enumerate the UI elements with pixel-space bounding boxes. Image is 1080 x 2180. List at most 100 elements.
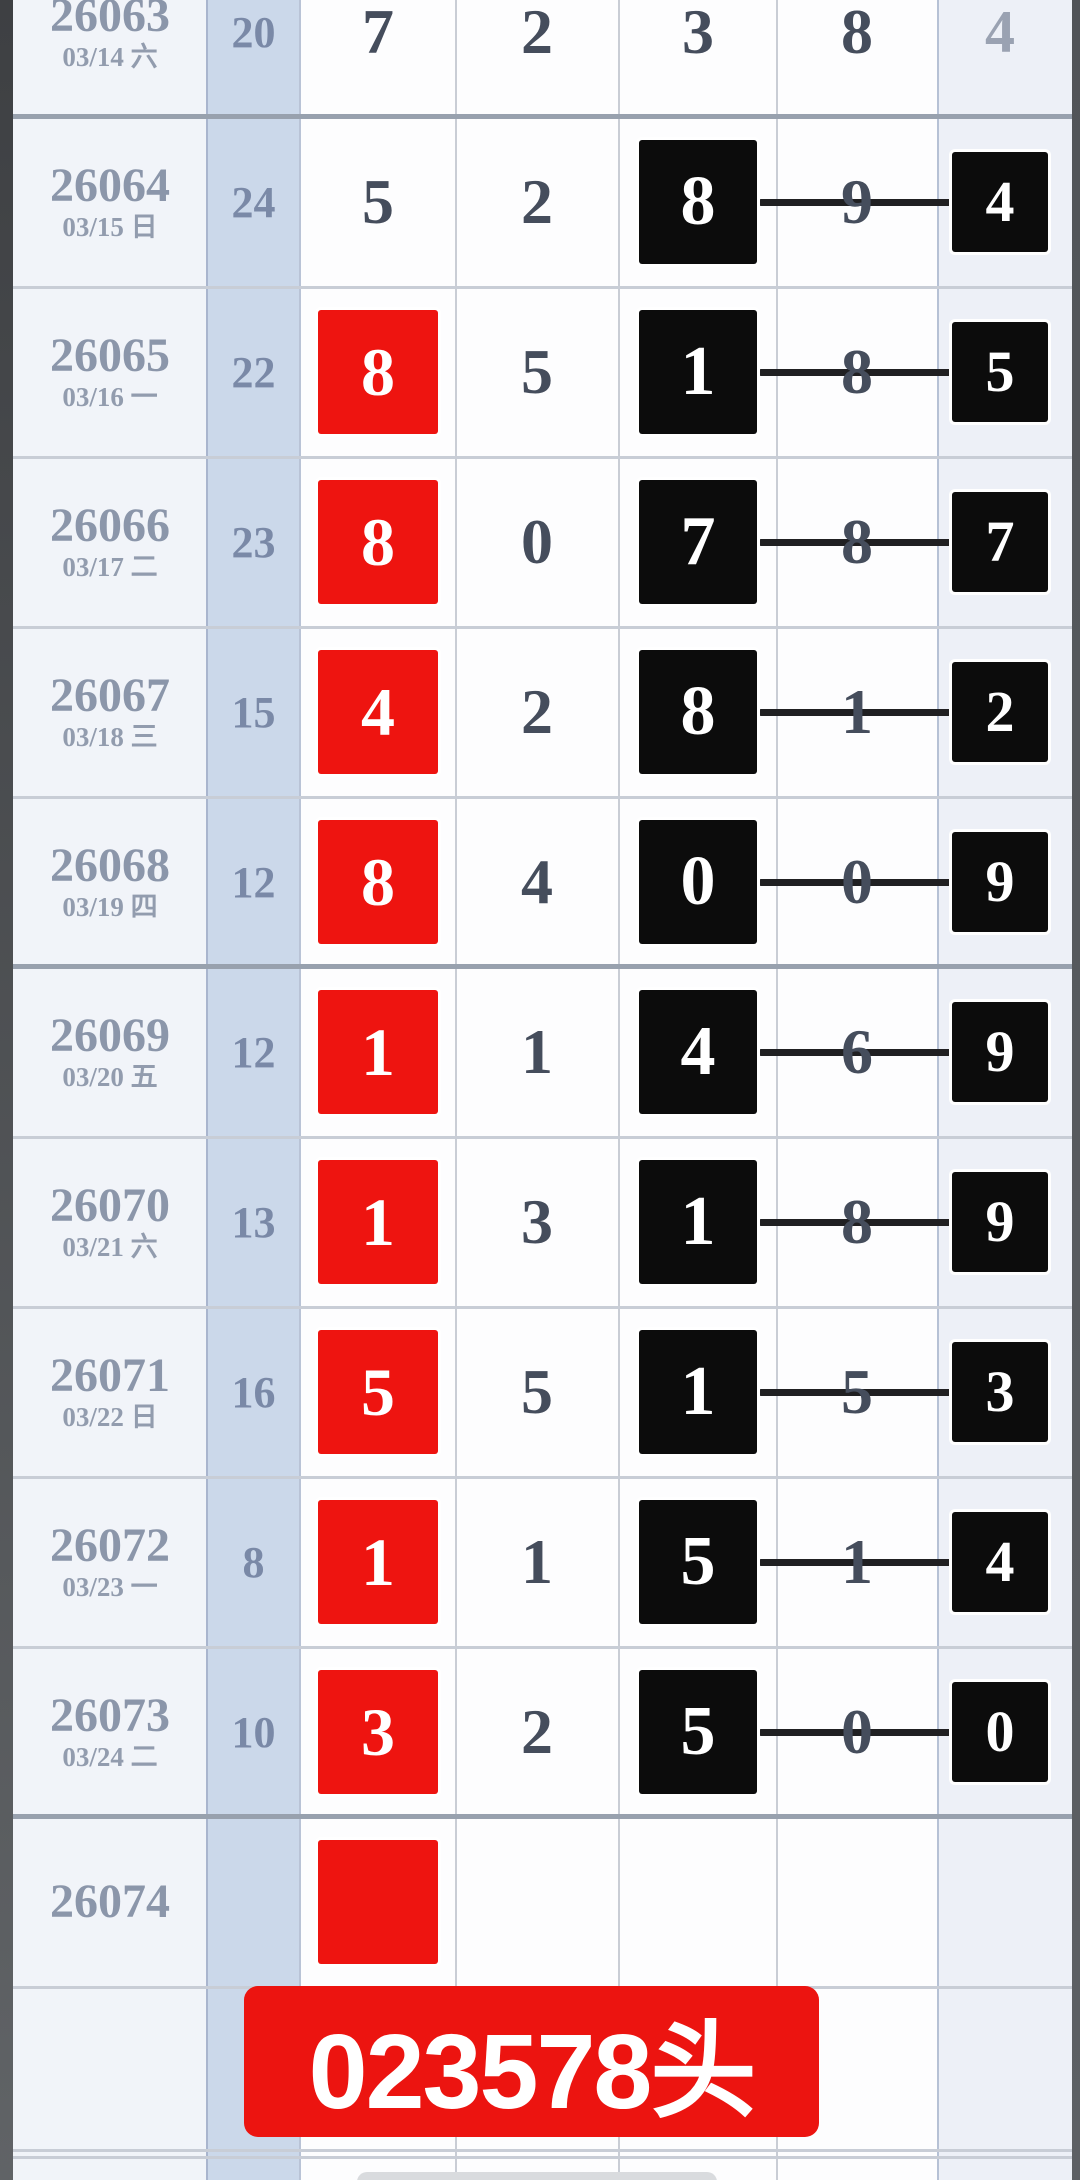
- digit: 3: [682, 0, 714, 67]
- red-square: 4: [318, 650, 438, 774]
- grid-hline: [13, 1136, 1072, 1139]
- grid-hline: [13, 456, 1072, 459]
- digit-cell: 3: [920, 1307, 1080, 1477]
- strike-digit: 8: [841, 1186, 873, 1257]
- black-square: 5: [639, 1670, 757, 1794]
- strike-line: [758, 1388, 956, 1396]
- digit-cell: 5: [920, 287, 1080, 457]
- period-number: 26064: [50, 159, 170, 213]
- black-square: 1: [639, 1160, 757, 1284]
- digit-cell: 1: [298, 1137, 458, 1307]
- digit: 7: [362, 0, 394, 67]
- digit-cell: 5: [618, 1647, 778, 1817]
- digit: 5: [521, 336, 553, 407]
- period-cell: 26070 03/21 六: [13, 1137, 207, 1307]
- digit-cell: 2: [457, 627, 617, 797]
- period-number: 26068: [50, 839, 170, 893]
- strike-line: [758, 368, 956, 376]
- black-square: 5: [639, 1500, 757, 1624]
- strike-digit: 5: [841, 1356, 873, 1427]
- digit-cell: 4: [298, 627, 458, 797]
- digit-cell: 8: [777, 287, 937, 457]
- digit-cell: 1: [618, 1137, 778, 1307]
- digit-cell: 7: [618, 457, 778, 627]
- grid-hline: [13, 626, 1072, 629]
- red-square: 3: [318, 1670, 438, 1794]
- digit-cell: 8: [777, 1137, 937, 1307]
- period-number: 26070: [50, 1179, 170, 1233]
- miss-count-cell: 24: [231, 177, 276, 227]
- black-square: 9: [952, 1002, 1048, 1102]
- period-date: 03/20 五: [62, 1061, 158, 1092]
- strike-digit: 8: [841, 336, 873, 407]
- digit: 4: [985, 0, 1015, 65]
- miss-count-cell: 8: [242, 1537, 265, 1587]
- digit-cell: 2: [457, 117, 617, 287]
- black-square: 9: [952, 832, 1048, 932]
- period-number: 26065: [50, 329, 170, 383]
- red-square: 8: [318, 820, 438, 944]
- black-square: 0: [952, 1682, 1048, 1782]
- digit-cell: 7: [920, 457, 1080, 627]
- strike-line: [758, 1218, 956, 1226]
- strike-line: [758, 1728, 956, 1736]
- red-square: 1: [318, 990, 438, 1114]
- grid-hline: [13, 1646, 1072, 1649]
- digit-cell: 0: [777, 1647, 937, 1817]
- digit: 3: [521, 1186, 553, 1257]
- grid-hline: [13, 2149, 1072, 2152]
- digit-cell: 3: [298, 1647, 458, 1817]
- prediction-banner: 023578头: [244, 1986, 819, 2137]
- digit: 1: [521, 1526, 553, 1597]
- period-date: 03/23 一: [62, 1571, 158, 1602]
- strike-digit: 6: [841, 1016, 873, 1087]
- black-square: 4: [952, 1512, 1048, 1612]
- digit-cell: 1: [777, 1477, 937, 1647]
- digit-cell: 8: [777, 0, 937, 117]
- black-square: 8: [639, 650, 757, 774]
- digit: 2: [521, 0, 553, 67]
- period-date: 03/14 六: [62, 41, 158, 72]
- red-square: 1: [318, 1160, 438, 1284]
- miss-count-cell: 12: [231, 1027, 276, 1077]
- digit: 0: [521, 506, 553, 577]
- grid-vline: [937, 0, 939, 2180]
- digit-cell: 8: [298, 457, 458, 627]
- black-square: 7: [952, 492, 1048, 592]
- grid-hline: [13, 1814, 1072, 1819]
- digit-cell: 8: [618, 627, 778, 797]
- strike-digit: 8: [841, 506, 873, 577]
- strike-line: [758, 198, 956, 206]
- digit-cell: 1: [457, 967, 617, 1137]
- period-date: 03/21 六: [62, 1231, 158, 1262]
- digit-cell: 9: [920, 967, 1080, 1137]
- digit: 4: [521, 846, 553, 917]
- grid-hline: [13, 964, 1072, 969]
- digit-cell: 1: [457, 1477, 617, 1647]
- digit-cell: 5: [457, 1307, 617, 1477]
- period-number: 26066: [50, 499, 170, 553]
- digit: 5: [521, 1356, 553, 1427]
- period-date: 03/15 日: [62, 211, 158, 242]
- red-square: 5: [318, 1330, 438, 1454]
- grid-hline: [13, 1306, 1072, 1309]
- miss-count-cell: 10: [231, 1707, 276, 1757]
- miss-count-cell: 13: [231, 1197, 276, 1247]
- period-number: 26071: [50, 1349, 170, 1403]
- miss-count-cell: 16: [231, 1367, 276, 1417]
- digit-cell: 3: [457, 1137, 617, 1307]
- period-date: 03/18 三: [62, 721, 158, 752]
- digit-cell: 1: [777, 627, 937, 797]
- grid-hline: [13, 796, 1072, 799]
- digit: 5: [362, 166, 394, 237]
- strike-digit: 1: [841, 1526, 873, 1597]
- digit-cell: 8: [298, 287, 458, 457]
- digit-cell: 7: [298, 0, 458, 117]
- period-cell: 26073 03/24 二: [13, 1647, 207, 1817]
- digit-cell: 4: [920, 0, 1080, 117]
- period-date: 03/16 一: [62, 381, 158, 412]
- miss-count-cell: 12: [231, 857, 276, 907]
- black-square: 7: [639, 480, 757, 604]
- digit-cell: 8: [618, 117, 778, 287]
- digit-cell: 4: [457, 797, 617, 967]
